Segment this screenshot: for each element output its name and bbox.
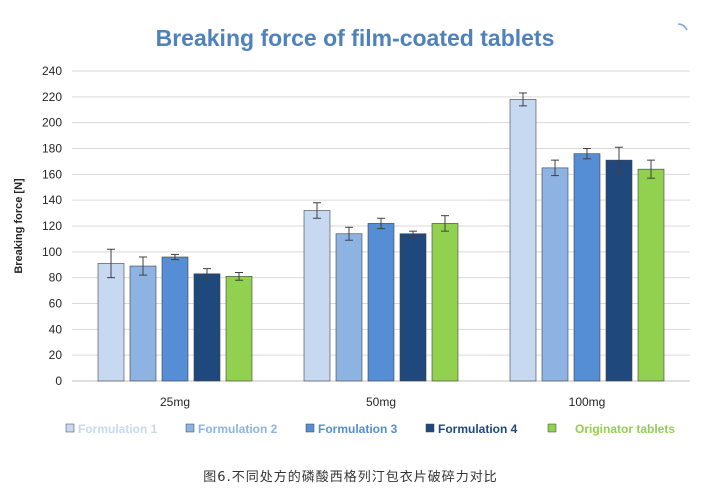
x-tick-label: 25mg [160,395,190,409]
bar [303,210,331,382]
error-bar [647,159,655,179]
bars [97,92,665,382]
y-tick-label: 220 [42,90,62,104]
legend-label: Formulation 1 [78,422,158,436]
chart-svg: Breaking force of film-coated tablets Br… [13,25,690,436]
legend-swatch [305,423,315,433]
error-bar [139,256,147,276]
error-bar [519,92,527,107]
error-bar [551,159,559,177]
y-tick-label: 80 [49,271,63,285]
bar [637,168,665,382]
error-bar [107,248,115,279]
bar [431,223,459,382]
legend-swatch [425,423,435,433]
error-bar [345,226,353,241]
error-bar [615,146,623,174]
legend-swatch [185,423,195,433]
figure-caption: 图6.不同处方的磷酸西格列汀包衣片破碎力对比 [203,470,498,485]
y-tick-label: 240 [42,64,62,78]
y-tick-label: 180 [42,142,62,156]
error-bar [313,202,321,219]
legend-swatch [547,423,557,433]
y-axis-label: Breaking force [N] [13,178,25,274]
bar [541,167,569,382]
error-bar [441,215,449,232]
bar [605,159,633,382]
y-axis-ticks: 0 20 40 60 80 100 120 140 160 180 200 220 240 [42,64,62,388]
bar [97,263,125,382]
x-axis-ticks: 25mg 50mg 100mg [160,395,605,409]
bar [573,153,601,382]
error-bar [409,230,417,237]
error-bar [171,253,179,261]
bar [129,265,157,382]
bar [193,273,221,382]
y-tick-label: 0 [55,374,62,388]
chart-title: Breaking force of film-coated tablets [156,25,555,51]
x-tick-label: 50mg [366,395,396,409]
bar [335,233,363,382]
legend-label: Formulation 3 [318,422,398,436]
error-bar [377,217,385,230]
bar [509,99,537,382]
y-tick-label: 100 [42,245,62,259]
error-bar [583,148,591,160]
legend-item: Formulation 4 [425,422,518,436]
error-bar [203,268,211,280]
legend-item: Formulation 3 [305,422,398,436]
legend-label: Formulation 2 [198,422,278,436]
y-tick-label: 140 [42,193,62,207]
legend: Formulation 1 Formulation 2 Formulation 3 F… [65,422,675,436]
legend-label: Originator tablets [575,422,675,436]
bar [367,223,395,382]
legend-label: Formulation 4 [438,422,518,436]
error-bar [235,272,243,281]
legend-swatch [65,423,75,433]
y-tick-label: 160 [42,167,62,181]
bar [225,276,253,382]
legend-item: Formulation 2 [185,422,278,436]
y-tick-label: 60 [49,297,63,311]
y-tick-label: 200 [42,116,62,130]
y-tick-label: 120 [42,219,62,233]
y-tick-label: 20 [49,348,63,362]
bar [161,256,189,382]
bar [399,233,427,382]
x-tick-label: 100mg [569,395,606,409]
corner-mark-icon [677,23,688,31]
legend-item: Formulation 1 [65,422,158,436]
y-tick-label: 40 [49,322,63,336]
legend-item: Originator tablets [547,422,675,436]
